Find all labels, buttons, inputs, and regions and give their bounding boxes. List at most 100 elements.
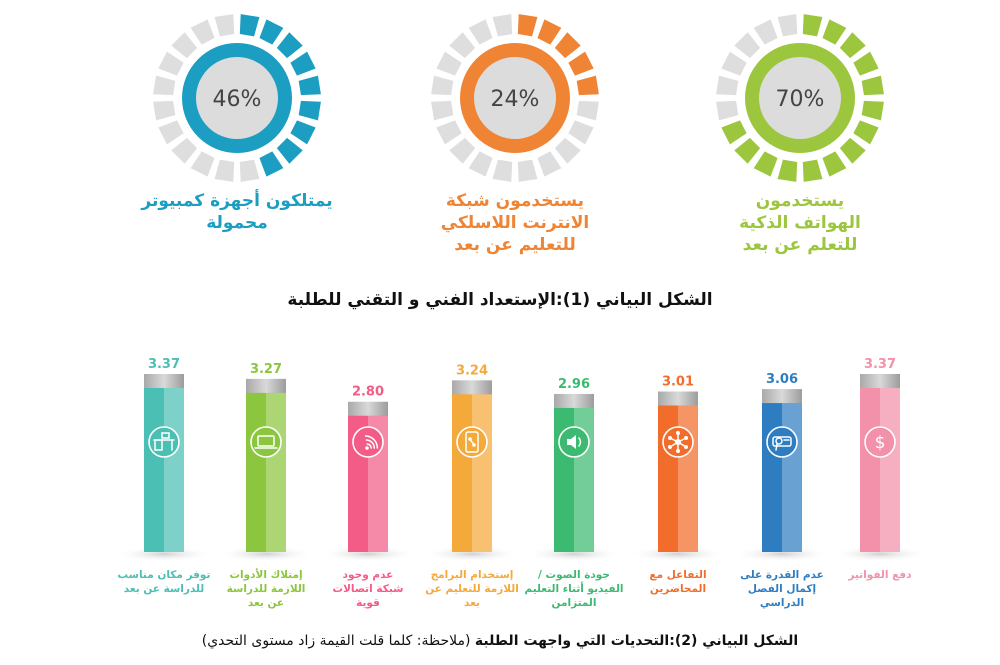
speaker-icon [558, 426, 590, 458]
bar-top-cap [452, 380, 492, 399]
svg-text:$: $ [875, 433, 886, 453]
bar-value-label: 3.37 [864, 357, 896, 372]
bar-group: 2.80 [320, 385, 416, 562]
gauge-segment [721, 120, 747, 145]
bar-value-label: 3.06 [766, 372, 798, 387]
bar-category-line: الفيديو أثناء التعليم [524, 583, 624, 595]
bar-category-line: اللازمة للدراسة [226, 583, 306, 595]
bar-chart: 3.37 $3.06 3.01 2.96 3.24 2.80 3.27 3.37 دفع الف… [0, 340, 1000, 620]
bar-category-label: التفاعل مع المحاضرين [627, 568, 729, 596]
gauge-label-line: الانترنت اللاسلكي [440, 213, 590, 233]
gauge: 24% [431, 14, 599, 182]
gauge-segment [449, 137, 476, 164]
bar [144, 388, 184, 552]
bar-shadow [734, 546, 830, 562]
bar-top-cap [860, 374, 900, 392]
gauge-label: يمتلكون أجهزة كمبيوتر محمولة [117, 190, 357, 234]
gauge-segment [721, 51, 747, 76]
gauge-label-line: يستخدمون شبكة [445, 191, 585, 211]
bar-category-line: قوية [356, 597, 380, 609]
gauge-segment [171, 137, 198, 164]
wifi-icon [352, 426, 384, 458]
bar-category-line: المتزامن [551, 597, 597, 609]
bar-group: 2.96 [526, 377, 622, 562]
gauge-segment [158, 51, 184, 76]
gauge-label: يستخدمون الهواتف الذكية للتعلم عن بعد [680, 190, 920, 256]
gauge-segment [214, 14, 235, 37]
gauge-segment [576, 75, 599, 96]
bar-category-line: عن بعد [247, 597, 285, 609]
bar-group: 3.06 [734, 372, 830, 562]
gauge-segment [153, 75, 176, 96]
gauge: 46% [153, 14, 321, 182]
gauge-segment [753, 151, 778, 177]
gauge-segment [517, 159, 538, 182]
bar-category-line: عدم القدرة على [740, 569, 824, 581]
bars-svg: 3.37 $3.06 3.01 2.96 3.24 2.80 3.27 3.37 [116, 357, 928, 562]
gauge-segment [298, 75, 321, 96]
gauge-center [759, 57, 841, 139]
bar-group: 3.37 $ [832, 357, 928, 562]
bar-top-cap [144, 374, 184, 392]
bar [860, 388, 900, 552]
chart2-title: الشكل البياني (2):التحديات التي واجهت ال… [0, 633, 1000, 649]
gauge-segment [492, 159, 513, 182]
bar-category-line: الدراسي [759, 597, 805, 609]
gauge-segment [716, 75, 739, 96]
bar-shadow [116, 546, 212, 562]
gauge-segment [259, 19, 284, 45]
gauge: 70% [716, 14, 884, 182]
gauge-segment [753, 19, 778, 45]
gauge-segment [431, 100, 454, 121]
gauge-segment [861, 75, 884, 96]
gauge-segment [436, 120, 462, 145]
gauge-segment [214, 159, 235, 182]
gauge-segment [554, 32, 581, 59]
gauge-segment [517, 14, 538, 37]
bar-category-line: عدم وجود [342, 569, 394, 581]
gauge-segment [822, 151, 847, 177]
desk-icon [148, 426, 180, 458]
bar-value-label: 3.37 [148, 357, 180, 372]
bar-category-line: دفع الفواتير [848, 569, 912, 581]
gauge-segment [449, 32, 476, 59]
bar-category-line: إكمال الفصل [747, 583, 817, 595]
bar-category-label: جودة الصوت / الفيديو أثناء التعليم المتزام… [523, 568, 625, 610]
gauge-segment [839, 32, 866, 59]
gauges-svg: 70% 24% 46% [153, 14, 884, 182]
bar-value-label: 2.80 [352, 385, 384, 400]
gauge-segment [537, 19, 562, 45]
bar-category-line: جودة الصوت / [538, 569, 610, 581]
gauge-segment [734, 32, 761, 59]
gauge-segment [431, 75, 454, 96]
gauge-label-line: للتعلم عن بعد [742, 235, 858, 255]
gauge-segment [171, 32, 198, 59]
gauge-segment [839, 137, 866, 164]
gauge-segment [190, 19, 215, 45]
dollar-icon: $ [864, 426, 896, 458]
gauge-segment [436, 51, 462, 76]
bar-category-line: إمتلاك الأدوات [229, 569, 303, 581]
gauge-segment [153, 100, 176, 121]
bar-highlight [880, 388, 900, 552]
gauge-segment [734, 137, 761, 164]
bar-top-cap [348, 401, 388, 420]
bar-value-label: 3.27 [250, 362, 282, 377]
gauge-segment [853, 120, 879, 145]
gauge-segment [239, 14, 260, 37]
bar-category-line: للدراسة عن بعد [123, 583, 205, 595]
bar-category-line: بعد [464, 597, 480, 609]
gauge-segment [276, 137, 303, 164]
gauge-center [196, 57, 278, 139]
bar-shadow [320, 546, 416, 562]
gauge-segment [276, 32, 303, 59]
bar-top-cap [554, 393, 594, 412]
bar-shadow [218, 546, 314, 562]
gauge-segment [568, 51, 594, 76]
gauge-segment [239, 159, 260, 182]
bar-category-line: شبكة اتصالات [332, 583, 404, 595]
bar-group: 3.24 [424, 363, 520, 562]
gauge-segment [158, 120, 184, 145]
bar-category-line: توفر مكان مناسب [117, 569, 211, 581]
gauge-segment [190, 151, 215, 177]
